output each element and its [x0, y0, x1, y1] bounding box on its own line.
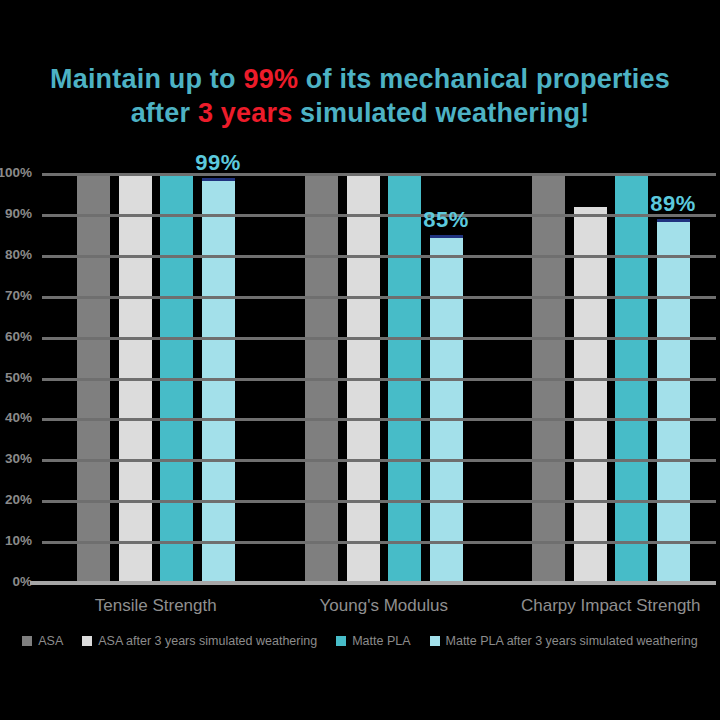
y-axis-tick-label: 40% [0, 410, 32, 425]
gridline [42, 418, 716, 421]
gridline [42, 541, 716, 544]
y-axis-tick-label: 80% [0, 247, 32, 262]
legend-label: Matte PLA after 3 years simulated weathe… [446, 634, 698, 648]
y-axis-tick-label: 50% [0, 370, 32, 385]
y-axis-tick-label: 10% [0, 533, 32, 548]
gridline [42, 173, 716, 176]
legend-item: Matte PLA [336, 634, 410, 648]
infographic-canvas: Maintain up to 99% of its mechanical pro… [0, 0, 720, 720]
y-axis-tick-label: 70% [0, 288, 32, 303]
category-label: Young's Modulus [274, 596, 494, 616]
gridline [42, 296, 716, 299]
y-axis-tick-label: 20% [0, 492, 32, 507]
bar-matte-pla-weathered [657, 219, 690, 583]
gridline [42, 500, 716, 503]
legend-item: Matte PLA after 3 years simulated weathe… [430, 634, 698, 648]
y-axis-tick-label: 30% [0, 451, 32, 466]
legend-item: ASA after 3 years simulated weathering [82, 634, 317, 648]
legend-color-swatch [430, 636, 440, 646]
category-label: Tensile Strength [46, 596, 266, 616]
y-axis-tick-label: 60% [0, 329, 32, 344]
bar-matte-pla-weathered [202, 178, 235, 583]
legend-label: ASA [38, 634, 63, 648]
chart-legend: ASA ASA after 3 years simulated weatherin… [10, 634, 710, 648]
y-axis-tick-label: 100% [0, 165, 32, 180]
legend-color-swatch [22, 636, 32, 646]
bar-value-label: 85% [404, 207, 488, 233]
y-axis-tick-label: 0% [0, 574, 32, 589]
bar-chart-plot: 99% Tensile Strength 85% Young's Modulus 89%… [0, 0, 720, 720]
legend-color-swatch [336, 636, 346, 646]
legend-color-swatch [82, 636, 92, 646]
category-label: Charpy Impact Strength [501, 596, 720, 616]
gridline [42, 378, 716, 381]
gridline [42, 255, 716, 258]
legend-label: Matte PLA [352, 634, 410, 648]
gridline [42, 214, 716, 217]
legend-item: ASA [22, 634, 63, 648]
legend-label: ASA after 3 years simulated weathering [98, 634, 317, 648]
bar-value-label: 99% [176, 150, 260, 176]
bar-matte-pla-weathered [430, 235, 463, 583]
bar-value-label: 89% [631, 191, 715, 217]
y-axis-tick-label: 90% [0, 206, 32, 221]
x-axis-line [30, 581, 716, 585]
bar-asa-weathered [574, 207, 607, 583]
gridline [42, 459, 716, 462]
gridline [42, 337, 716, 340]
